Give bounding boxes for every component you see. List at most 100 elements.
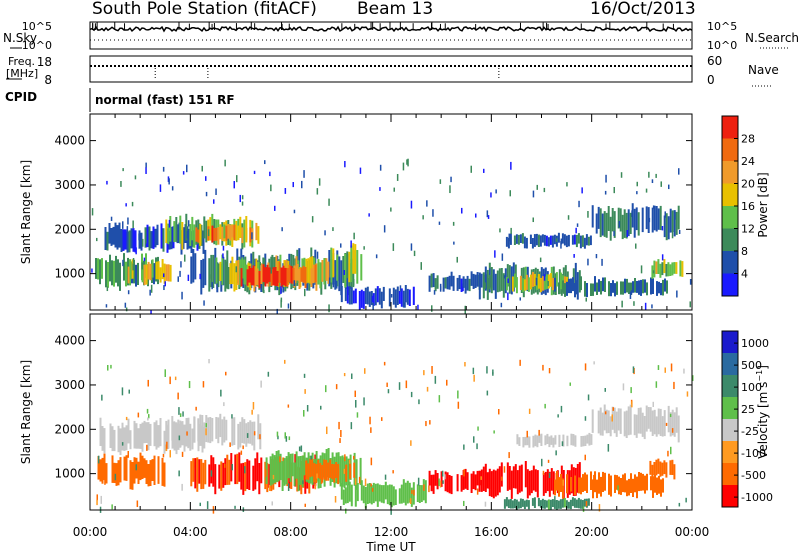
velocity-cell xyxy=(117,425,120,453)
colorbar-tick-label: 16 xyxy=(741,200,755,213)
velocity-cell xyxy=(604,472,606,491)
velocity-scatter-point xyxy=(611,414,613,422)
velocity-scatter-point xyxy=(135,464,137,471)
power-cell xyxy=(233,224,236,241)
power-cell xyxy=(235,220,238,241)
velocity-cell xyxy=(331,464,334,480)
power-scatter-point xyxy=(224,159,226,167)
velocity-scatter-point xyxy=(428,485,430,493)
power-cell xyxy=(237,260,240,285)
velocity-cell xyxy=(515,499,518,510)
power-cell xyxy=(368,291,371,307)
power-cell xyxy=(300,267,303,282)
power-cell xyxy=(519,275,522,291)
velocity-scatter-point xyxy=(148,414,150,419)
velocity-cell xyxy=(161,457,164,486)
power-cell xyxy=(644,279,646,293)
power-cell xyxy=(571,235,574,245)
power-cell xyxy=(609,216,612,241)
power-cell xyxy=(239,259,242,288)
power-cell xyxy=(430,273,433,288)
x-axis-label: Time UT xyxy=(365,540,416,554)
velocity-colorbar: 1000 500 100 25 -25 -100 -500 -1000 xyxy=(721,330,773,508)
colorbar-tick-label: 500 xyxy=(741,359,762,372)
colorbar-border xyxy=(721,330,739,508)
colorbar-swatch xyxy=(722,273,738,296)
power-cell xyxy=(248,266,251,283)
velocity-cell xyxy=(643,416,646,440)
power-cell xyxy=(194,253,197,280)
velocity-scatter-point xyxy=(259,434,261,440)
velocity-cell xyxy=(565,500,568,509)
power-scatter-point xyxy=(601,258,603,266)
velocity-scatter-point xyxy=(426,386,429,392)
velocity-scatter-point xyxy=(287,404,290,408)
power-scatter-point xyxy=(233,181,235,189)
velocity-cell xyxy=(117,460,120,486)
power-cell xyxy=(651,265,654,279)
velocity-cell xyxy=(99,417,102,446)
velocity-cell xyxy=(208,464,211,487)
velocity-scatter-point xyxy=(335,384,338,390)
power-cell xyxy=(675,211,678,235)
velocity-scatter-point xyxy=(593,361,595,365)
power-cell xyxy=(519,234,522,243)
velocity-cell xyxy=(556,471,558,491)
power-cell xyxy=(630,282,632,295)
velocity-scatter-point xyxy=(364,368,366,374)
power-cell xyxy=(496,270,499,293)
power-scatter-point xyxy=(145,162,147,168)
cpid-text: normal (fast) 151 RF xyxy=(95,93,235,107)
power-scatter-point xyxy=(487,215,490,219)
velocity-scatter-point xyxy=(351,373,353,379)
velocity-cell xyxy=(356,483,359,502)
power-cell xyxy=(146,224,149,248)
power-cell xyxy=(348,286,351,305)
power-scatter-point xyxy=(372,302,374,311)
power-cell xyxy=(205,220,208,243)
velocity-cell xyxy=(309,458,312,478)
power-cell xyxy=(681,261,684,277)
velocity-cell xyxy=(658,475,660,494)
velocity-cell xyxy=(207,417,210,443)
velocity-cell xyxy=(460,475,463,492)
power-cell xyxy=(460,278,463,292)
velocity-scatter-point xyxy=(268,484,271,491)
power-cell xyxy=(342,256,345,283)
velocity-cell xyxy=(671,459,674,475)
velocity-cell xyxy=(616,475,618,490)
power-cell xyxy=(122,229,125,251)
velocity-cell xyxy=(346,484,349,504)
velocity-scatter-point xyxy=(617,485,619,491)
velocity-cell xyxy=(586,434,589,444)
power-cell xyxy=(462,276,465,288)
velocity-scatter-point xyxy=(178,407,180,415)
power-scatter-point xyxy=(124,302,127,308)
velocity-scatter-point xyxy=(110,364,112,369)
power-cell xyxy=(119,262,121,291)
velocity-scatter-point xyxy=(423,484,425,491)
velocity-scatter-point xyxy=(96,494,98,501)
velocity-cell xyxy=(629,404,632,435)
power-cell xyxy=(204,249,207,286)
power-scatter-point xyxy=(648,171,650,178)
power-cell xyxy=(619,208,622,232)
velocity-scatter-point xyxy=(310,455,312,460)
velocity-cell xyxy=(553,500,556,509)
power-scatter-point xyxy=(413,250,416,257)
velocity-cell xyxy=(558,477,560,497)
power-cell xyxy=(432,273,435,288)
power-scatter-point xyxy=(125,307,128,312)
velocity-cell xyxy=(382,485,385,504)
power-cell xyxy=(587,236,590,246)
velocity-cell xyxy=(618,476,620,495)
velocity-cell xyxy=(378,484,381,502)
velocity-cell xyxy=(592,479,594,499)
power-cell xyxy=(282,265,285,286)
power-scatter-point xyxy=(461,207,463,214)
power-scatter-point xyxy=(626,230,628,238)
velocity-cell xyxy=(125,455,128,481)
power-scatter-point xyxy=(210,274,212,279)
velocity-cell xyxy=(285,456,288,485)
power-scatter-point xyxy=(336,280,338,289)
